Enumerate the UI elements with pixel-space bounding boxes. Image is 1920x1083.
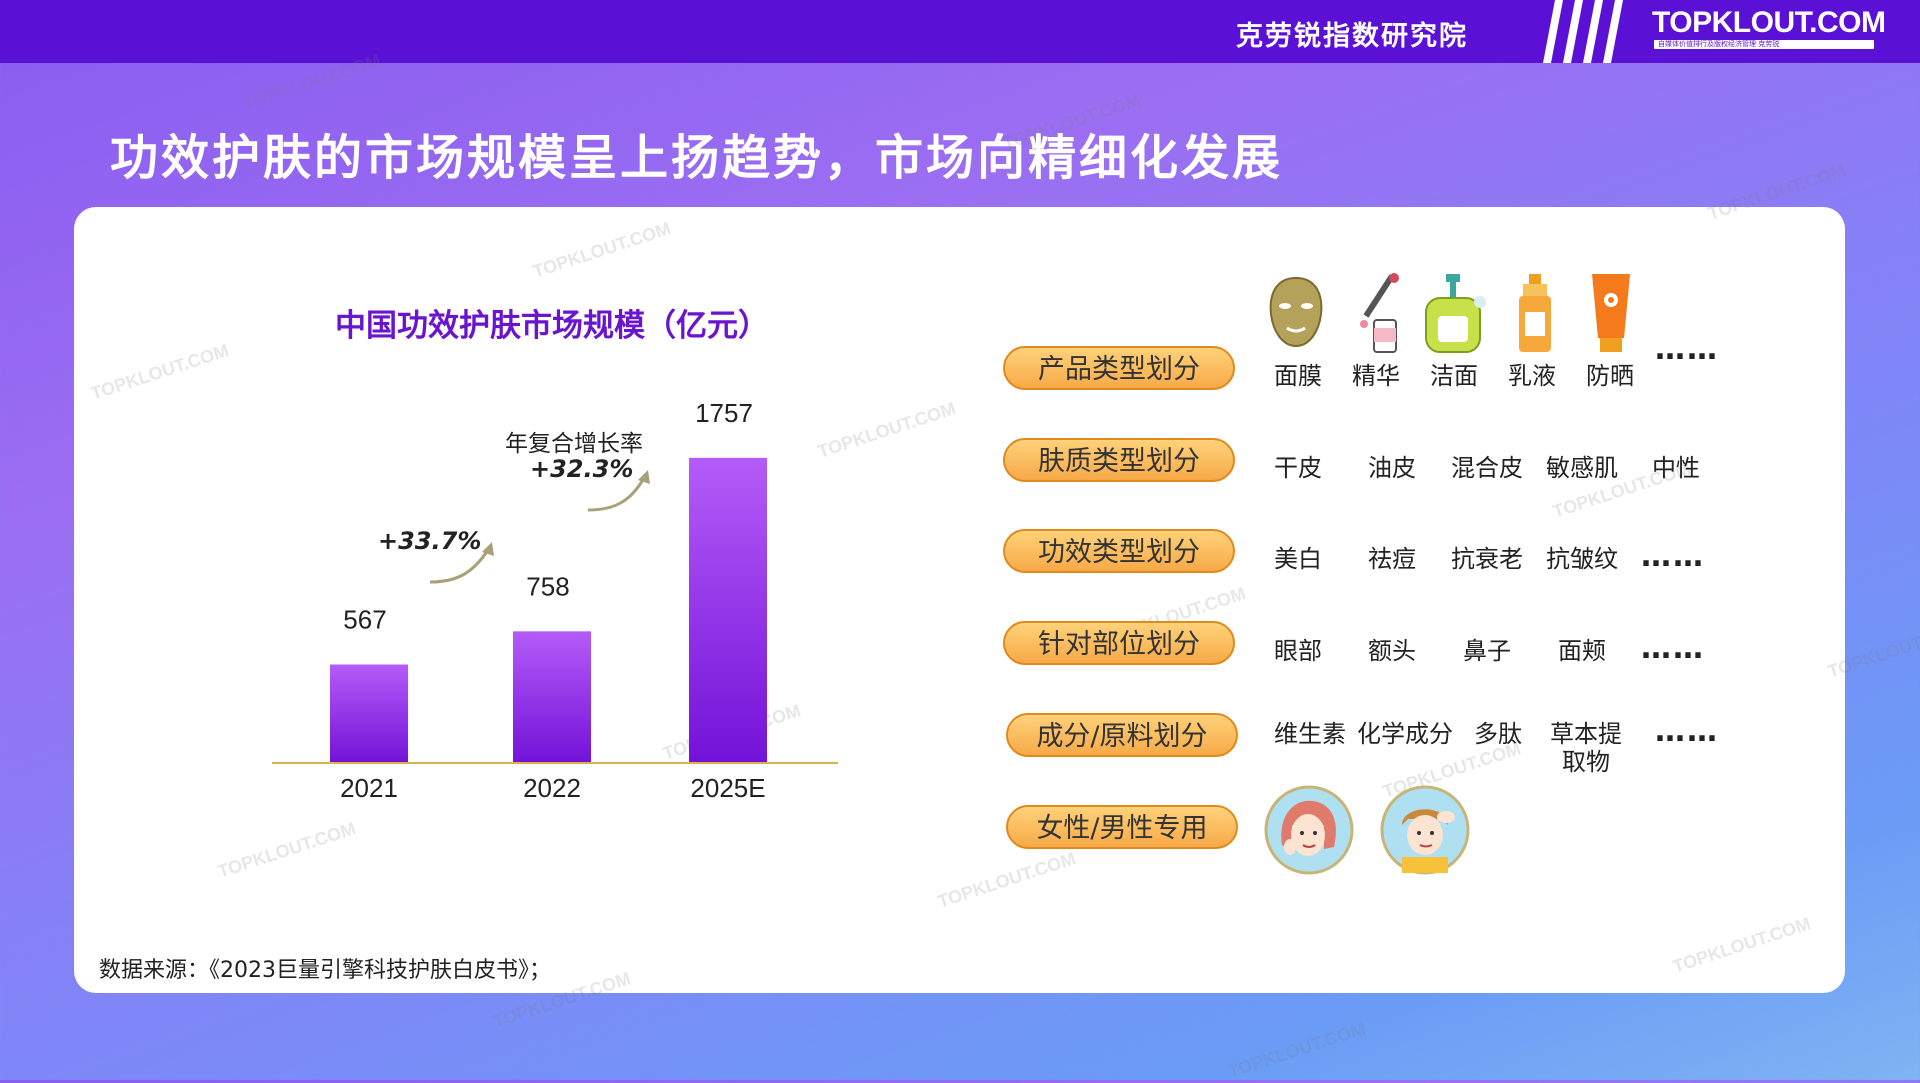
segment-label-product: 产品类型划分 [1003,346,1235,390]
segment-item: 敏感肌 [1546,454,1618,482]
data-label: 758 [526,571,569,601]
data-source: 数据来源：《2023巨量引擎科技护肤白皮书》； [99,958,551,983]
segment-item: 眼部 [1274,637,1322,665]
serum-dropper-icon [1360,273,1399,353]
org-name: 克劳锐指数研究院 [1236,21,1468,52]
bar-2022 [513,631,591,763]
segment-label-gender: 女性/男性专用 [1006,805,1238,849]
segment-item: 油皮 [1368,454,1416,482]
segment-item: 草本提 取物 [1550,720,1622,776]
segment-label-efficacy: 功效类型划分 [1003,529,1235,573]
segment-label-ingredient: 成分/原料划分 [1006,713,1238,757]
segment-item: 多肽 [1474,720,1522,748]
tick-label: 2022 [523,773,581,803]
segment-item: 干皮 [1274,454,1322,482]
segment-label-skin: 肤质类型划分 [1003,438,1235,482]
data-label: 567 [343,605,386,635]
sunscreen-tube-icon [1592,274,1630,352]
tick-label: 2025E [690,773,765,803]
woman-skincare-icon [1264,785,1354,875]
segment-item: 额头 [1368,637,1416,665]
segment-label-area: 针对部位划分 [1003,621,1235,665]
chart-title: 中国功效护肤市场规模（亿元） [335,308,769,344]
man-skincare-icon [1380,785,1470,875]
segment-item: 防晒 [1586,362,1634,390]
tick-label: 2021 [340,773,398,803]
segment-item: 乳液 [1508,362,1556,390]
segment-item: 美白 [1274,545,1322,573]
segment-item: 洁面 [1430,362,1478,390]
more-ellipsis: …… [1655,332,1719,367]
segment-item: 中性 [1652,454,1700,482]
watermark: TOPKLOUT.COM [1225,1018,1369,1082]
data-label: 1757 [695,400,753,428]
growth-arrow-icon [429,542,494,584]
segment-item: 混合皮 [1451,454,1523,482]
cagr-label: 年复合增长率 [505,431,643,457]
segment-item: 精华 [1352,362,1400,390]
bar-2021 [330,664,408,763]
more-ellipsis: …… [1641,539,1705,574]
segment-item: 面颊 [1558,637,1606,665]
stripes-decoration [1543,0,1623,63]
growth-annotation: +33.7% [378,527,482,555]
segment-item: 抗皱纹 [1546,545,1618,573]
brand-tagline: 自媒体价值排行及版权经济管理 克劳锐 [1654,40,1874,49]
segment-item: 化学成分 [1357,720,1453,748]
cagr-value: +32.3% [530,455,634,483]
segment-item: 面膜 [1274,362,1322,390]
bar-chart: 567 2021 758 2022 1757 2025E [272,400,838,803]
page-title: 功效护肤的市场规模呈上扬趋势，市场向精细化发展 [110,130,1284,186]
segment-item: 鼻子 [1463,637,1511,665]
lotion-bottle-icon [1519,274,1551,352]
face-mask-icon [1269,276,1323,348]
segment-item: 维生素 [1274,720,1346,748]
brand-logo: TOPKLOUT.COM [1652,6,1886,39]
segment-item: 祛痘 [1368,545,1416,573]
more-ellipsis: …… [1655,714,1719,749]
cleanser-pump-icon [1425,274,1486,353]
bar-2025E [689,457,767,763]
segment-item: 抗衰老 [1451,545,1523,573]
top-bar: 克劳锐指数研究院 TOPKLOUT.COM 自媒体价值排行及版权经济管理 克劳锐 [0,0,1920,63]
more-ellipsis: …… [1641,631,1705,666]
cagr-arrow-icon [587,470,650,512]
